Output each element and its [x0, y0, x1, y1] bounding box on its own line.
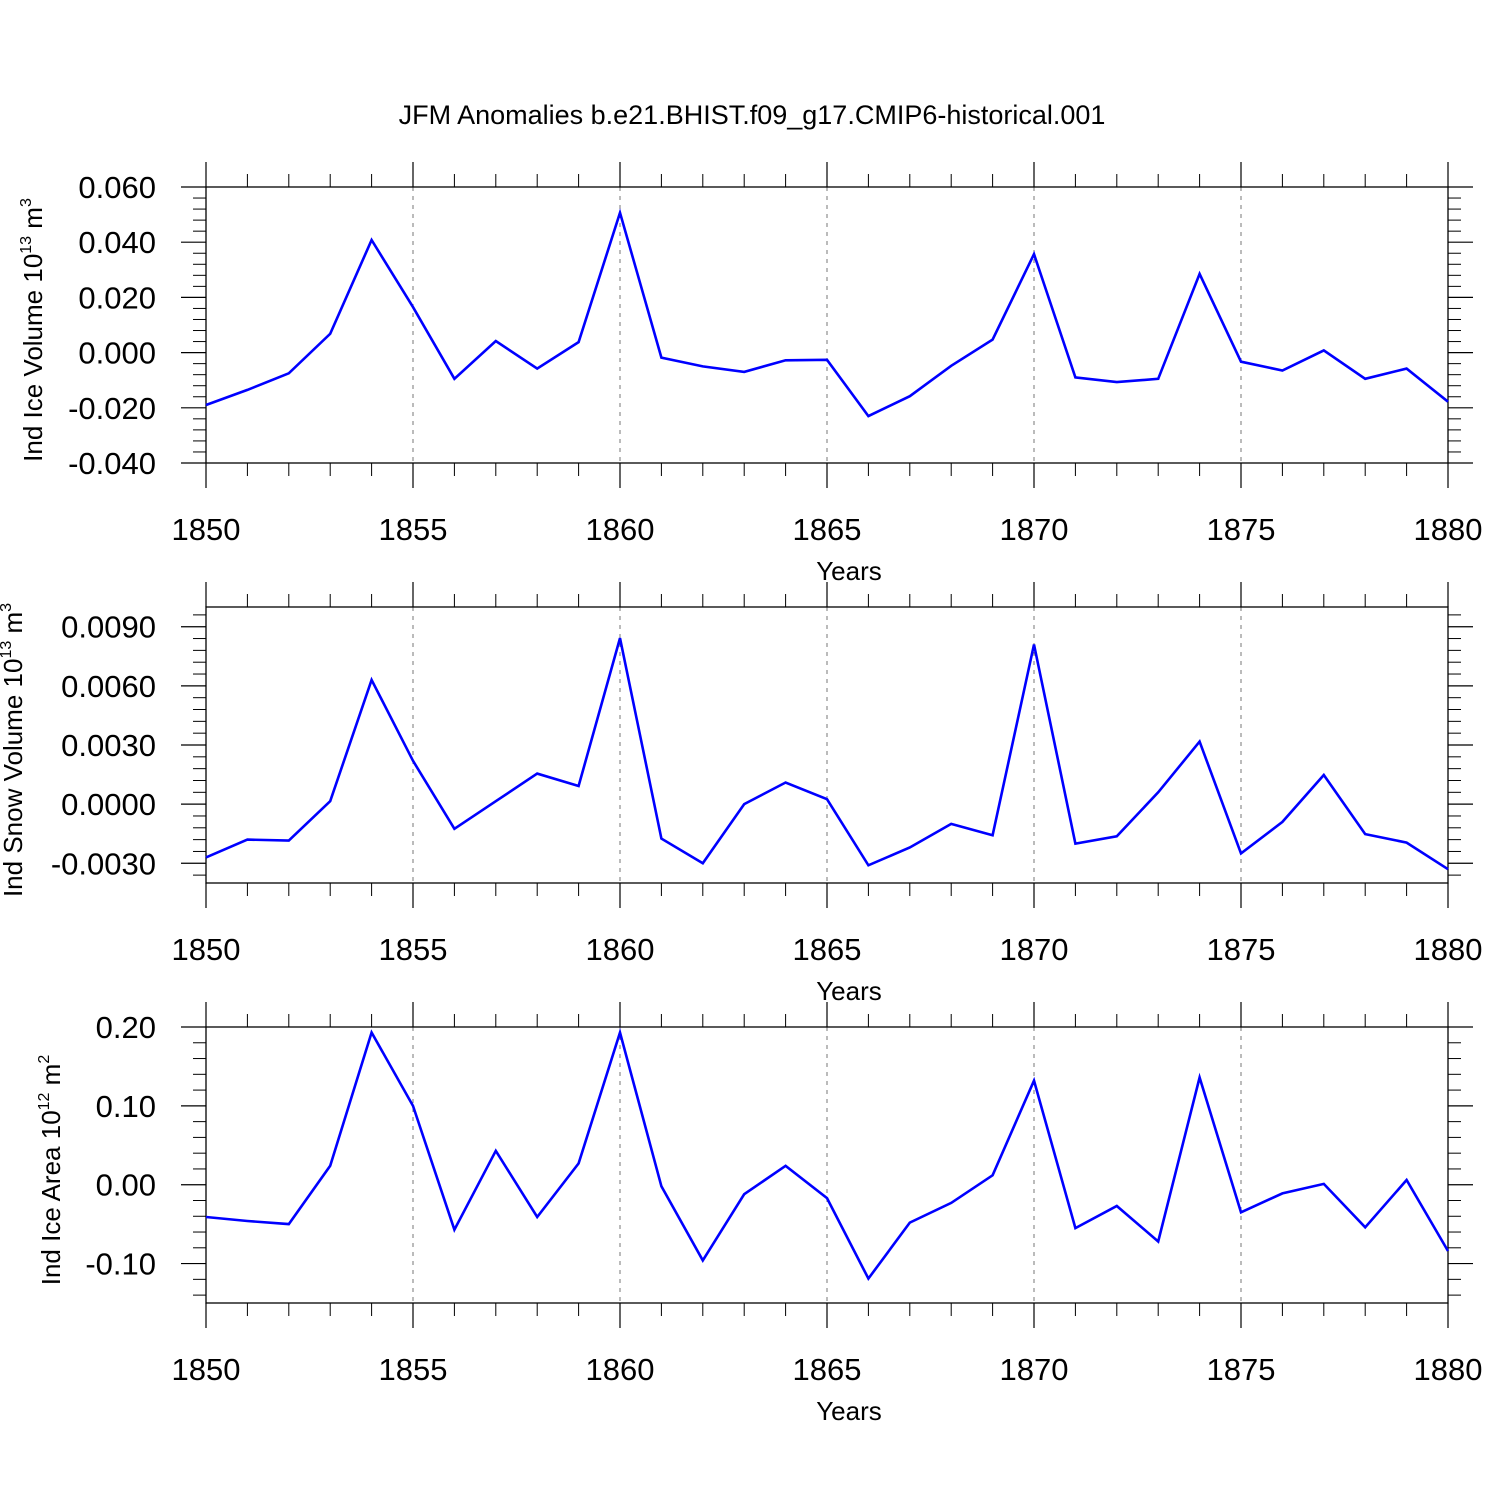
y-axis-label-unit: m	[18, 207, 48, 236]
y-axis-label-text: Ind Ice Volume 10	[18, 254, 48, 462]
y-axis-label-unit-exponent: 3	[0, 603, 15, 612]
chart-panels: -0.040 -0.020 0.000 0.020 0.040 0.060 1850 1855…	[0, 162, 1482, 1426]
chart-title: JFM Anomalies b.e21.BHIST.f09_g17.CMIP6-…	[399, 100, 1106, 130]
series-line	[205, 208, 1449, 418]
y-axis-label-text: Ind Ice Area 10	[36, 1110, 66, 1285]
y-axis-label-unit: m	[0, 612, 28, 641]
y-axis-label-unit: m	[36, 1064, 66, 1093]
x-tick-label: 1850	[172, 932, 241, 967]
x-tick-label: 1865	[793, 1352, 862, 1387]
x-axis-label: Years	[816, 556, 882, 586]
panel-1: -0.040 -0.020 0.000 0.020 0.040 0.060 1850 1855…	[18, 162, 1482, 586]
x-tick-label: 1860	[586, 1352, 655, 1387]
series-line	[205, 637, 1449, 871]
y-tick-label: 0.00	[96, 1168, 156, 1203]
y-tick-label: 0.020	[78, 280, 156, 315]
series-line	[205, 1027, 1450, 1282]
y-axis-label-unit-exponent: 2	[36, 1055, 53, 1064]
x-tick-label: 1860	[586, 512, 655, 547]
x-axis-label: Years	[816, 976, 882, 1006]
panel-2: -0.0030 0.0000 0.0030 0.0060 0.0090 1850 1855 1…	[0, 582, 1482, 1006]
y-axis-label-text: Ind Snow Volume 10	[0, 659, 28, 898]
x-tick-label: 1855	[379, 932, 448, 967]
y-tick-label: -0.040	[68, 446, 156, 481]
y-tick-label: 0.0030	[61, 728, 156, 763]
x-tick-label: 1850	[172, 1352, 241, 1387]
y-tick-label: 0.0000	[61, 787, 156, 822]
x-axis-label: Years	[816, 1396, 882, 1426]
y-tick-label: -0.020	[68, 391, 156, 426]
x-tick-label: 1865	[793, 512, 862, 547]
y-tick-label: 0.10	[96, 1089, 156, 1124]
x-tick-label: 1880	[1414, 512, 1483, 547]
x-tick-label: 1875	[1207, 512, 1276, 547]
y-tick-label: 0.0060	[61, 669, 156, 704]
y-axis-label-exponent: 13	[18, 236, 35, 254]
y-tick-label: -0.0030	[51, 846, 156, 881]
y-tick-label: 0.000	[78, 336, 156, 371]
x-tick-label: 1860	[586, 932, 655, 967]
x-tick-label: 1875	[1207, 1352, 1276, 1387]
x-tick-label: 1875	[1207, 932, 1276, 967]
y-axis-label-unit-exponent: 3	[18, 198, 35, 207]
x-tick-label: 1865	[793, 932, 862, 967]
x-tick-label: 1880	[1414, 932, 1483, 967]
y-tick-label: 0.0090	[61, 610, 156, 645]
x-tick-label: 1855	[379, 1352, 448, 1387]
y-axis-label: Ind Snow Volume 1013 m3	[0, 603, 28, 897]
x-tick-label: 1850	[172, 512, 241, 547]
y-axis-label-exponent: 12	[36, 1092, 53, 1110]
y-axis-label: Ind Ice Area 1012 m2	[36, 1055, 66, 1286]
y-tick-label: -0.10	[85, 1247, 156, 1282]
y-axis-label-exponent: 13	[0, 641, 15, 659]
x-tick-label: 1880	[1414, 1352, 1483, 1387]
y-axis-label: Ind Ice Volume 1013 m3	[18, 198, 48, 462]
x-tick-label: 1870	[1000, 512, 1069, 547]
x-tick-label: 1870	[1000, 932, 1069, 967]
panel-3: -0.10 0.00 0.10 0.20 1850 1855 1860 1865 1870 187…	[36, 1002, 1482, 1426]
x-tick-label: 1870	[1000, 1352, 1069, 1387]
y-tick-label: 0.060	[78, 170, 156, 205]
y-tick-label: 0.20	[96, 1010, 156, 1045]
x-tick-label: 1855	[379, 512, 448, 547]
y-tick-label: 0.040	[78, 225, 156, 260]
